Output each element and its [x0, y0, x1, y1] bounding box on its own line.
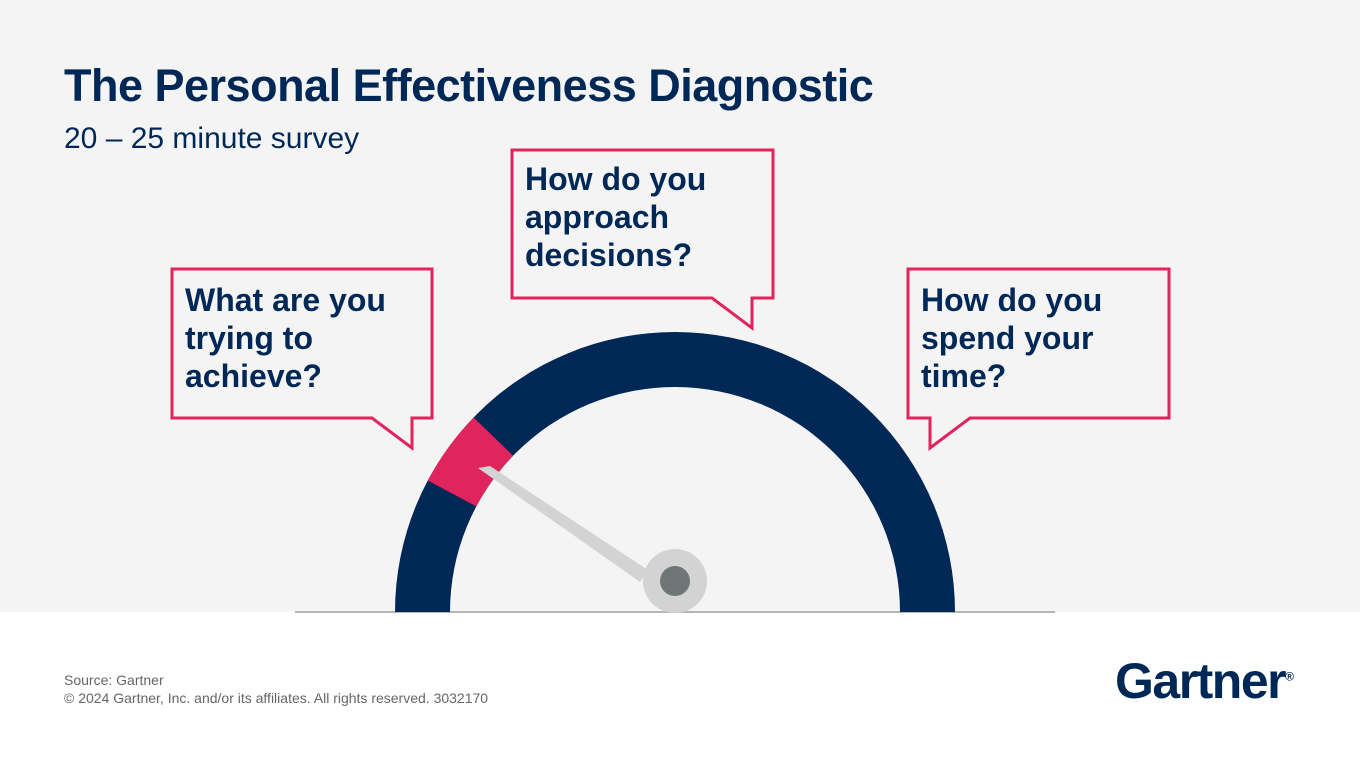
- gartner-logo: Gartner®: [1115, 653, 1294, 709]
- question-decisions: How do you approach decisions?: [525, 161, 707, 273]
- gauge-arc: [395, 332, 955, 612]
- callout-box-3: [906, 267, 1171, 451]
- gauge-hub-center: [660, 566, 690, 596]
- copyright: © 2024 Gartner, Inc. and/or its affiliat…: [64, 690, 489, 706]
- gauge-needle: [478, 466, 648, 582]
- question-time: How do you spend your time?: [921, 282, 1103, 394]
- slide-background: [0, 0, 1360, 612]
- question-achieve: What are you trying to achieve?: [185, 282, 386, 394]
- source-note: Source: Gartner: [64, 672, 164, 688]
- page-title: The Personal Effectiveness Diagnostic: [64, 60, 874, 111]
- callout-box-2: [510, 148, 775, 331]
- subtitle: 20 – 25 minute survey: [64, 122, 360, 155]
- gauge-highlight-segment: [427, 417, 514, 507]
- callout-box-1: [170, 267, 434, 451]
